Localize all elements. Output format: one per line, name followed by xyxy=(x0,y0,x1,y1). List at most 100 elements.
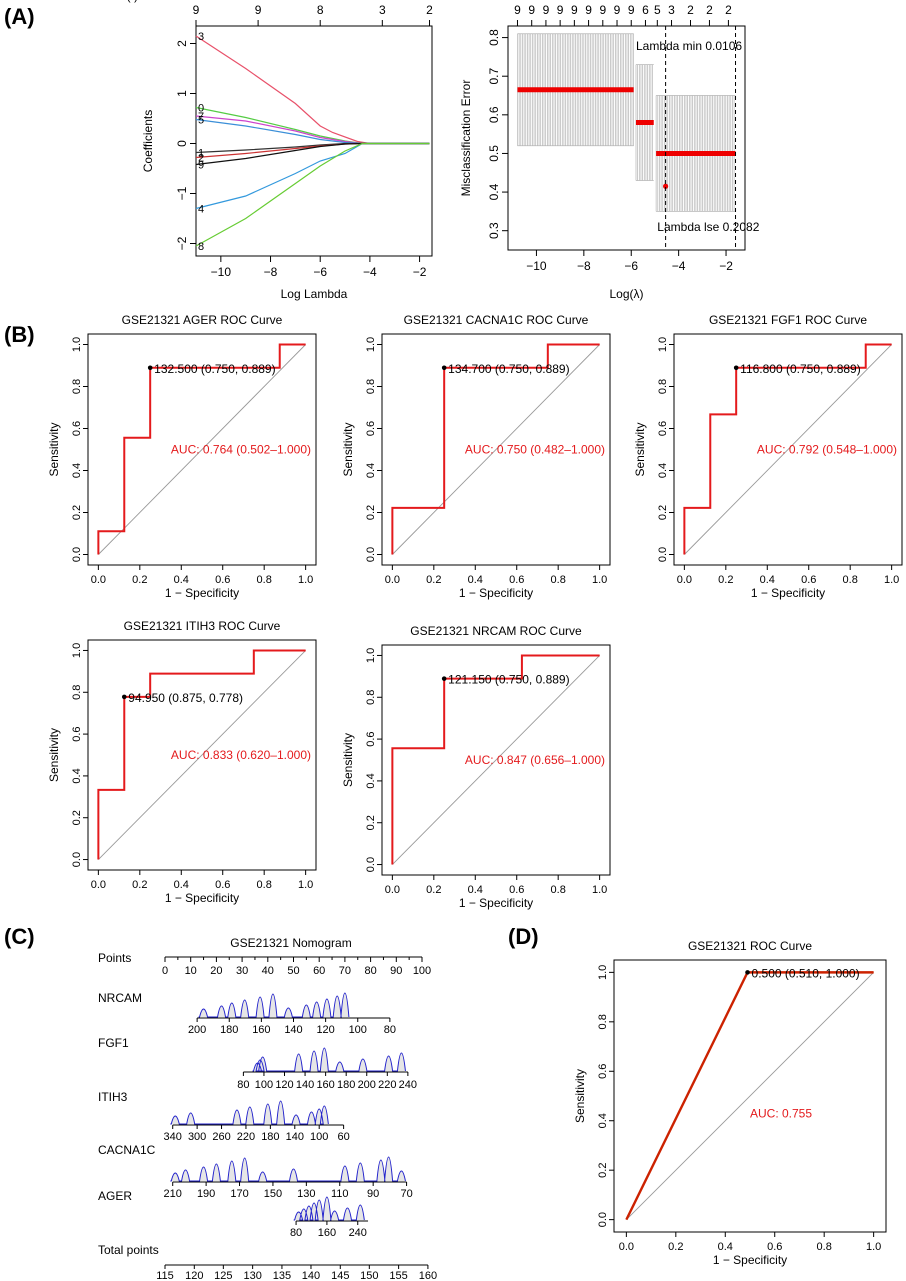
roc-threshold-label: 116.800 (0.750, 0.889) xyxy=(740,362,861,376)
roc-ytick-label: 1.0 xyxy=(657,337,669,352)
cv-ytick-label: 0.7 xyxy=(487,68,501,85)
panel-label-a: (A) xyxy=(4,4,35,29)
cv-ylabel: Misclassification Error xyxy=(459,80,473,197)
nomogram-points-tick-label: 0 xyxy=(162,965,168,977)
nomogram-tick-label: 220 xyxy=(378,1079,396,1091)
roc-ytick-label: 0.0 xyxy=(597,1212,609,1227)
nomogram-row-label: ITIH3 xyxy=(98,1090,128,1104)
roc-ytick-label: 0.8 xyxy=(71,685,83,700)
nomogram-points-tick-label: 40 xyxy=(262,965,274,977)
roc-xtick-label: 0.4 xyxy=(760,574,775,586)
roc-curve xyxy=(97,343,306,555)
cv-min-point xyxy=(663,183,669,189)
nomogram-tick-label: 100 xyxy=(349,1024,367,1036)
lasso-toptick-label: 2 xyxy=(426,3,433,17)
nomogram-density xyxy=(293,1196,365,1221)
roc-auc-label: AUC: 0.833 (0.620–1.000) xyxy=(171,748,311,762)
nomogram-tick-label: 155 xyxy=(389,1270,407,1281)
cv-toptick-label: 5 xyxy=(654,3,661,17)
cv-toptick-label: 9 xyxy=(528,3,535,17)
roc-diagonal xyxy=(98,344,306,555)
nomogram-tick-label: 80 xyxy=(290,1227,302,1239)
lasso-series-line xyxy=(195,142,430,210)
roc-ytick-label: 1.0 xyxy=(71,337,83,352)
nomogram-tick-label: 180 xyxy=(220,1024,238,1036)
roc-threshold-point xyxy=(441,676,447,681)
roc-xtick-label: 0.6 xyxy=(509,884,524,896)
roc-xtick-label: 0.0 xyxy=(385,574,400,586)
cv-ytick-label: 0.3 xyxy=(487,222,501,239)
roc-ytick-label: 0.2 xyxy=(71,810,83,825)
roc-chart-roc_ager: 132.500 (0.750, 0.889) AUC: 0.764 (0.502–… xyxy=(47,313,317,600)
roc-roc_ager-frame xyxy=(87,333,317,566)
nomogram-tick-label: 200 xyxy=(358,1079,376,1091)
nomogram-row-label: Odds( ) xyxy=(98,0,138,3)
lasso-xtick-label: −6 xyxy=(313,265,327,279)
roc-roc_itih3-frame xyxy=(87,639,317,871)
roc-xtick-label: 0.6 xyxy=(215,879,230,891)
roc-threshold-point xyxy=(745,970,750,975)
roc-curve xyxy=(97,649,306,860)
lasso-series-label: 8 xyxy=(198,241,204,253)
nomogram-tick-label: 160 xyxy=(318,1227,336,1239)
roc-ytick-label: 0.6 xyxy=(657,421,669,436)
roc-xtick-label: 0.8 xyxy=(817,1241,832,1253)
nomogram-chart: GSE21321 Nomogram Points NRCAM FGF1 ITIH3 CAC… xyxy=(98,0,437,1281)
roc-ytick-label: 0.0 xyxy=(365,547,377,562)
roc-xtick-label: 1.0 xyxy=(592,574,607,586)
nomogram-tick-label: 125 xyxy=(214,1270,232,1281)
roc-ytick-label: 0.6 xyxy=(597,1064,609,1079)
panel-label-b: (B) xyxy=(4,322,35,347)
nomogram-tick-label: 145 xyxy=(331,1270,349,1281)
nomogram-density xyxy=(170,1100,329,1125)
nomogram-points-tick-label: 60 xyxy=(313,965,325,977)
lasso-xtick-label: −10 xyxy=(211,265,232,279)
roc-ytick-label: 0.0 xyxy=(71,547,83,562)
nomogram-row-label: Points xyxy=(98,951,131,965)
roc-ytick-label: 0.4 xyxy=(657,463,669,478)
roc-xtick-label: 0.2 xyxy=(426,884,441,896)
nomogram-tick-label: 110 xyxy=(331,1188,349,1200)
cv-toptick-label: 9 xyxy=(628,3,635,17)
cv-xtick-label: −10 xyxy=(526,259,547,273)
panel-label-d: (D) xyxy=(508,924,539,949)
cv-error-chart: Lambda min 0.0106 Lambda lse 0.2082 −10 −8 −… xyxy=(459,3,760,301)
roc-chart-roc_nrcam: 121.150 (0.750, 0.889) AUC: 0.847 (0.656–… xyxy=(341,624,611,910)
roc-ylabel: Sensitivity xyxy=(341,733,355,787)
roc-xtick-label: 0.8 xyxy=(551,574,566,586)
roc-xlabel: 1 − Specificity xyxy=(459,896,533,910)
roc-xtick-label: 0.8 xyxy=(843,574,858,586)
lasso-ytick-label: −2 xyxy=(175,236,189,250)
roc-title: GSE21321 NRCAM ROC Curve xyxy=(410,624,582,638)
nomogram-row-label: FGF1 xyxy=(98,1036,129,1050)
lasso-series-label: 9 xyxy=(198,160,204,172)
lasso-xtick-label: −2 xyxy=(413,265,427,279)
nomogram-tick-label: 120 xyxy=(275,1079,293,1091)
lasso-xlabel: Log Lambda xyxy=(281,287,348,301)
roc-roc_cacna1c-frame xyxy=(381,333,611,566)
cv-xtick-label: −6 xyxy=(624,259,638,273)
nomogram-tick-label: 150 xyxy=(264,1188,282,1200)
lasso-series-label: 2 xyxy=(198,153,204,165)
roc-ytick-label: 0.4 xyxy=(365,773,377,788)
roc-roc_fgf1-frame xyxy=(673,333,903,566)
roc-xtick-label: 0.4 xyxy=(718,1241,733,1253)
roc-ytick-label: 0.4 xyxy=(365,463,377,478)
roc-threshold-point xyxy=(147,365,153,371)
roc-chart-roc_fgf1: 116.800 (0.750, 0.889) AUC: 0.792 (0.548–… xyxy=(633,313,903,600)
roc-ytick-label: 0.8 xyxy=(597,1014,609,1029)
roc-xtick-label: 0.0 xyxy=(619,1241,634,1253)
roc-diagonal xyxy=(392,344,600,555)
nomogram-row-label: AGER xyxy=(98,1189,132,1203)
nomogram-tick-label: 240 xyxy=(399,1079,417,1091)
cv-frame xyxy=(507,25,746,251)
nomogram-tick-label: 200 xyxy=(188,1024,206,1036)
lasso-ytick-label: −1 xyxy=(175,186,189,200)
nomogram-tick-label: 140 xyxy=(284,1024,302,1036)
roc-xtick-label: 0.6 xyxy=(215,574,230,586)
nomogram-tick-label: 135 xyxy=(273,1270,291,1281)
roc-xtick-label: 1.0 xyxy=(592,884,607,896)
nomogram-density xyxy=(170,1156,406,1182)
roc-xlabel: 1 − Specificity xyxy=(165,586,239,600)
cv-ytick-label: 0.8 xyxy=(487,29,501,46)
